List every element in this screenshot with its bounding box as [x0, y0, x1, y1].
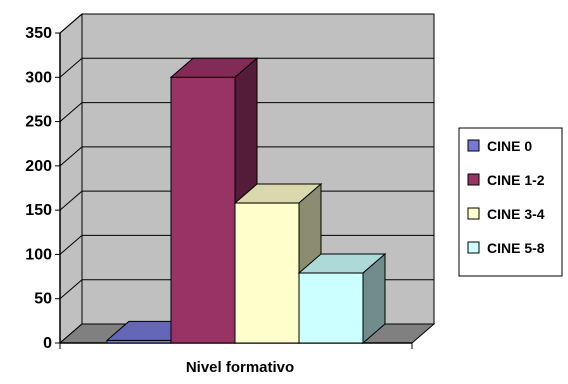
y-tick-label: 150	[25, 202, 52, 219]
y-tick-label: 350	[25, 25, 52, 42]
gridline	[59, 102, 434, 122]
gridline	[59, 13, 434, 34]
bar-front	[298, 272, 364, 344]
legend-swatch	[467, 207, 480, 220]
legend-label: CINE 0	[487, 138, 532, 154]
legend-swatch	[467, 139, 480, 152]
bar	[297, 252, 387, 345]
y-tick-label: 0	[43, 335, 52, 352]
legend-label: CINE 1-2	[487, 172, 545, 188]
y-tick-label: 50	[34, 291, 52, 308]
y-tick-labels: 0 50 100 150 200 250 300 350	[25, 25, 52, 352]
gridline	[59, 146, 434, 167]
y-tick-label: 100	[25, 246, 52, 263]
side-wall	[59, 12, 83, 345]
bar-front	[170, 76, 236, 344]
legend-swatch	[467, 173, 480, 186]
legend: CINE 0 CINE 1-2 CINE 3-4 CINE 5-8	[458, 127, 563, 277]
legend-label: CINE 3-4	[487, 206, 545, 222]
bar-side	[362, 252, 386, 345]
legend-swatch	[467, 241, 480, 254]
y-tick-label: 300	[25, 69, 52, 86]
y-tick-label: 250	[25, 114, 52, 131]
legend-label: CINE 5-8	[487, 240, 545, 256]
y-tick-label: 200	[25, 158, 52, 175]
bar-front	[234, 202, 300, 344]
x-axis-title: Nivel formativo	[186, 359, 294, 376]
bars	[105, 57, 387, 345]
gridline	[59, 57, 434, 78]
